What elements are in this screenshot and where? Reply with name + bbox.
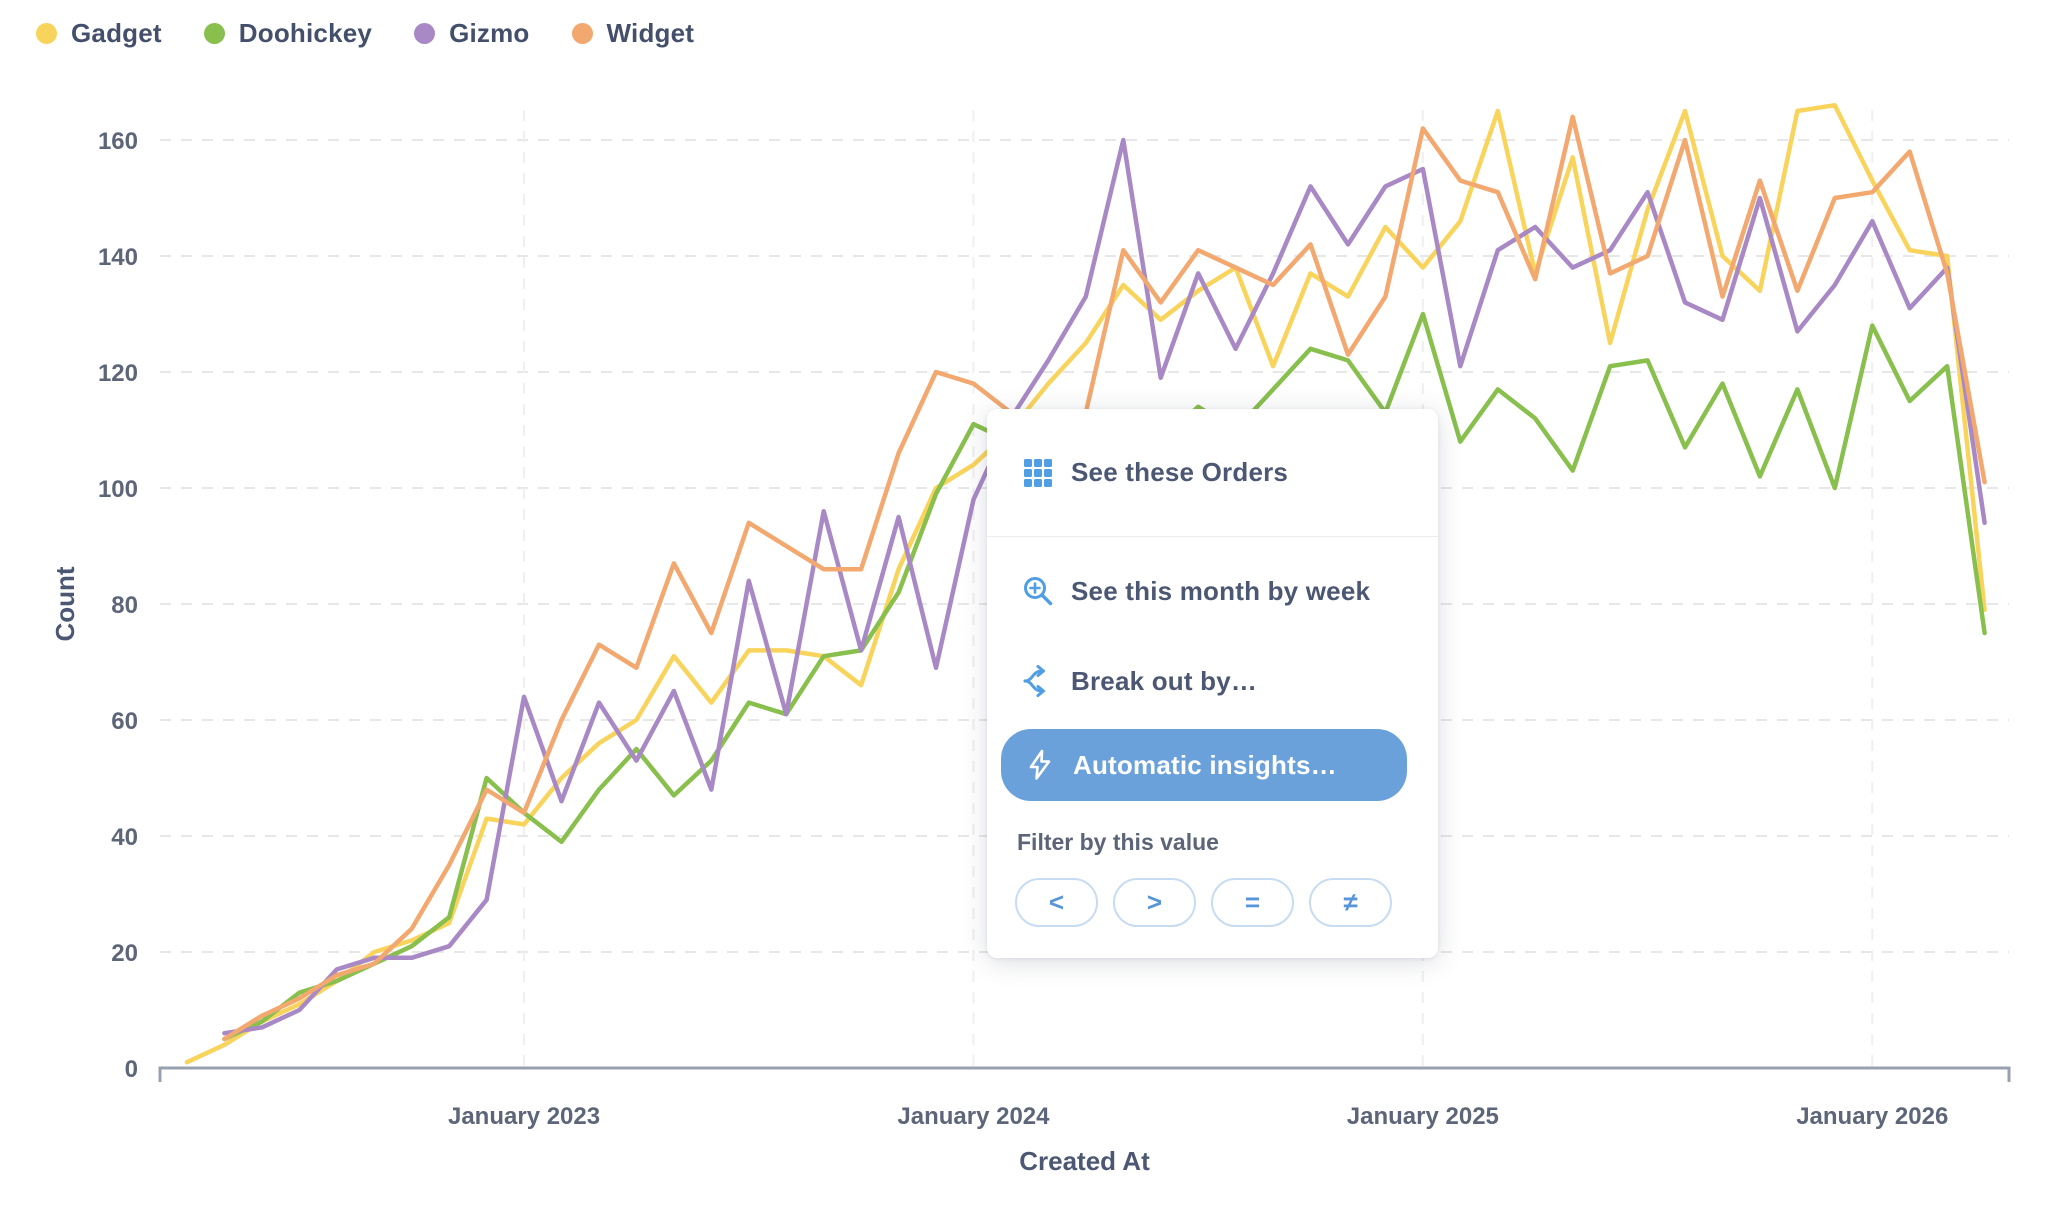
x-tick-label: January 2026 [1796, 1103, 1948, 1130]
legend-dot-icon [36, 23, 57, 44]
zoom-in-icon [1024, 577, 1053, 606]
legend-item-label: Widget [606, 18, 695, 48]
legend-item-gadget[interactable]: Gadget [36, 18, 162, 49]
drill-through-popup: See these Orders See this month by week Br… [987, 409, 1438, 958]
menu-item-breakout[interactable]: Break out by… [987, 645, 1438, 717]
menu-item-label: Break out by… [1071, 665, 1258, 696]
series-line-gadget [184, 102, 1987, 1065]
filter-operator-greater-than-button[interactable]: > [1113, 878, 1196, 927]
x-axis-title: Created At [1019, 1146, 1150, 1176]
legend-item-gizmo[interactable]: Gizmo [414, 18, 529, 49]
legend-item-doohickey[interactable]: Doohickey [203, 18, 373, 49]
menu-item-icon-box [1021, 574, 1055, 608]
legend-dot-icon [571, 23, 593, 44]
menu-item-icon-box [1021, 456, 1055, 490]
legend-dot-icon [414, 23, 436, 44]
x-axis-line [158, 1066, 2011, 1082]
y-tick-label: 120 [98, 360, 138, 387]
menu-item-insights[interactable]: Automatic insights… [1001, 729, 1407, 801]
filter-operator-not-equals-button[interactable]: ≠ [1309, 878, 1392, 927]
breakout-icon [1023, 665, 1045, 697]
bolt-icon [1029, 749, 1051, 780]
y-tick-label: 40 [111, 824, 138, 851]
menu-item-icon-box [1021, 664, 1055, 698]
legend-item-label: Gadget [71, 18, 162, 48]
y-tick-label: 160 [98, 128, 138, 155]
y-tick-label: 0 [125, 1056, 138, 1083]
y-tick-label: 100 [98, 476, 138, 503]
table-icon [1024, 458, 1052, 487]
y-tick-label: 60 [111, 708, 138, 735]
filter-by-value-label: Filter by this value [1017, 829, 1219, 855]
legend-item-label: Doohickey [238, 18, 373, 48]
filter-operator-equals-button[interactable]: = [1211, 878, 1294, 927]
popup-menu-items: See these Orders See this month by week Br… [987, 409, 1438, 801]
legend-item-widget[interactable]: Widget [571, 18, 695, 49]
popup-divider [987, 536, 1438, 537]
x-tick-label: January 2023 [448, 1103, 600, 1130]
y-tick-label: 80 [111, 592, 138, 619]
y-tick-label: 140 [98, 244, 138, 271]
menu-item-zoom[interactable]: See this month by week [987, 555, 1438, 627]
menu-item-label: See these Orders [1071, 457, 1289, 487]
menu-item-label: Automatic insights… [1073, 749, 1337, 780]
series-line-gizmo [222, 137, 1987, 1036]
legend-item-label: Gizmo [449, 18, 530, 48]
menu-item-primary[interactable]: See these Orders [987, 409, 1438, 536]
y-axis-title: Count [50, 566, 80, 641]
menu-item-label: See this month by week [1071, 575, 1371, 606]
filter-operator-less-than-button[interactable]: < [1015, 878, 1098, 927]
legend-dot-icon [203, 23, 225, 44]
y-tick-label: 20 [111, 940, 138, 967]
series-line-widget [222, 114, 1987, 1042]
menu-item-icon-box [1023, 748, 1057, 782]
x-tick-label: January 2024 [897, 1103, 1050, 1130]
filter-operator-row: < > = ≠ [1015, 878, 1438, 927]
x-tick-label: January 2025 [1347, 1103, 1499, 1130]
chart-legend: Gadget Doohickey Gizmo Widget [36, 18, 694, 49]
